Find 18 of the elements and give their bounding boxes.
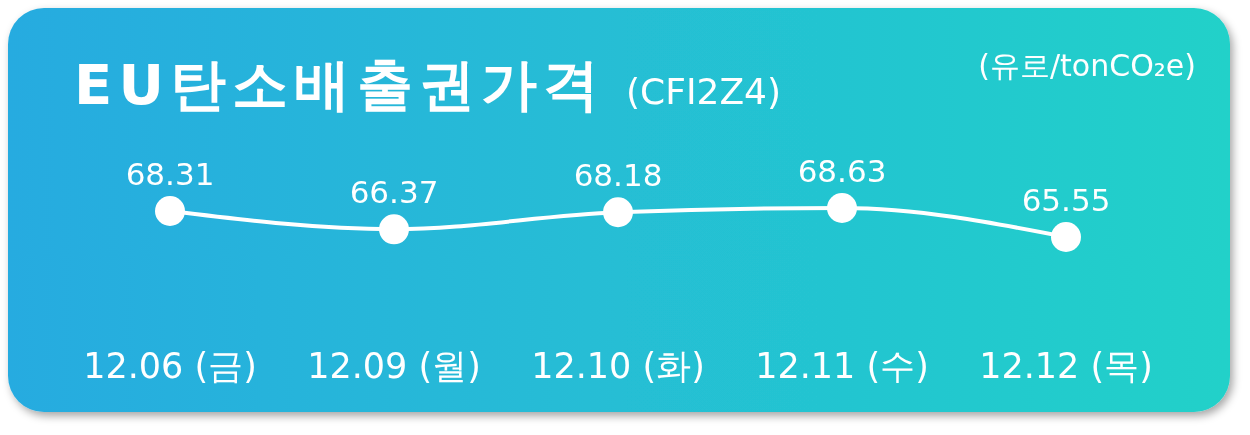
data-label: 68.31 — [125, 156, 215, 193]
data-label: 66.37 — [349, 174, 439, 211]
data-label: 65.55 — [1021, 182, 1111, 218]
point — [379, 214, 409, 245]
point — [603, 197, 633, 228]
x-tick-label: 12.11 (수) — [755, 346, 929, 386]
point — [827, 193, 857, 223]
y-axis-title: (유로/tonCO₂e) — [978, 48, 1196, 83]
data-label: 68.18 — [573, 157, 663, 194]
x-tick-label: 12.10 (화) — [531, 346, 705, 386]
point — [1051, 222, 1081, 252]
chart-title: EU탄소배출권가격 — [74, 52, 599, 117]
x-tick-label: 12.09 (월) — [307, 346, 481, 386]
data-label: 68.63 — [797, 153, 887, 189]
chart-subtitle: (CFI2Z4) — [626, 71, 782, 112]
x-tick-label: 12.12 (목) — [979, 346, 1153, 386]
x-tick-label: 12.06 (금) — [83, 346, 257, 386]
point — [155, 196, 185, 227]
